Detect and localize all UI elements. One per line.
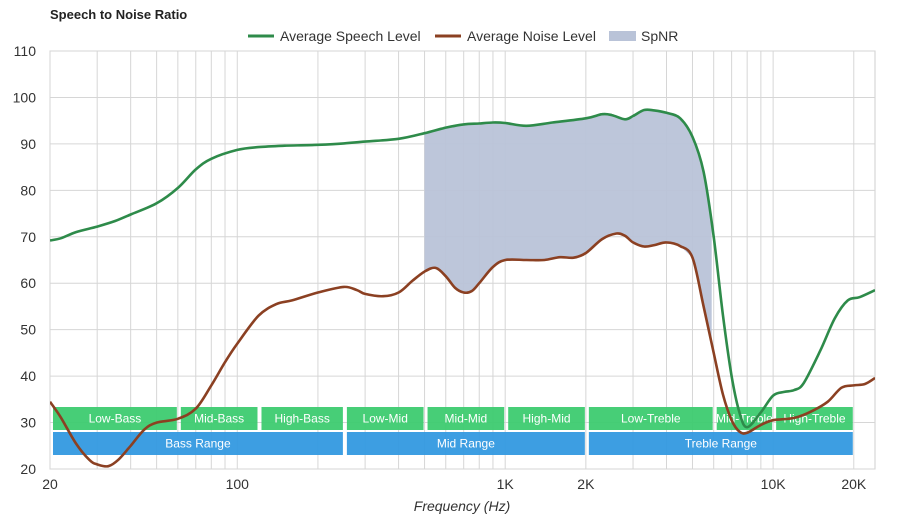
range-bass-range-label: Bass Range: [165, 437, 231, 451]
band-mid-mid-rect: [427, 407, 505, 430]
series-layer: [50, 108, 875, 468]
band-high-treble-rect: [776, 407, 853, 430]
x-tick-label: 20K: [841, 476, 867, 492]
chart-title: Speech to Noise Ratio: [50, 7, 187, 22]
range-bass-range-rect: [53, 432, 343, 455]
band-low-bass-label: Low-Bass: [89, 412, 142, 426]
range-treble-range-rect: [588, 432, 853, 455]
range-mid-range-label: Mid Range: [437, 437, 495, 451]
band-high-treble-label: High-Treble: [783, 412, 846, 426]
y-tick-label: 70: [20, 229, 36, 245]
x-tick-label: 20: [42, 476, 58, 492]
y-tick-label: 40: [20, 368, 36, 384]
x-axis-ticks: 20 100 1K 2K 10K 20K: [42, 476, 867, 492]
range-treble-range-label: Treble Range: [685, 437, 758, 451]
y-tick-label: 20: [20, 461, 36, 477]
x-axis-label: Frequency (Hz): [414, 498, 510, 514]
band-low-mid-label: Low-Mid: [363, 412, 408, 426]
range-mid-range-rect: [346, 432, 585, 455]
band-low-treble-rect: [588, 407, 713, 430]
legend-label: Average Noise Level: [467, 28, 596, 44]
y-tick-label: 100: [13, 89, 37, 105]
legend-label: SpNR: [641, 28, 678, 44]
band-mid-mid-label: Mid-Mid: [445, 412, 488, 426]
x-tick-label: 100: [226, 476, 250, 492]
y-tick-label: 30: [20, 415, 36, 431]
legend-swatch: [609, 31, 636, 41]
band-high-bass-rect: [261, 407, 343, 430]
band-high-mid-label: High-Mid: [523, 412, 571, 426]
band-high-bass-label: High-Bass: [275, 412, 330, 426]
series-line-average-noise-level: [50, 232, 875, 468]
spnr-area-layer: [424, 110, 712, 344]
frequency-bands: Low-Bass Mid-Bass High-Bass Low-Mid Mid-Mid H…: [53, 407, 853, 455]
band-mid-bass-label: Mid-Bass: [194, 412, 244, 426]
y-tick-label: 90: [20, 136, 36, 152]
band-low-mid-rect: [346, 407, 424, 430]
spnr-area: [424, 110, 712, 344]
band-low-bass-rect: [53, 407, 177, 430]
band-high-mid-rect: [508, 407, 585, 430]
band-low-treble-label: Low-Treble: [621, 412, 681, 426]
y-axis-ticks: 20 30 40 50 60 70 80 90 100 110: [13, 43, 37, 477]
y-tick-label: 110: [14, 43, 37, 59]
x-tick-label: 1K: [497, 476, 515, 492]
legend: Average Speech Level Average Noise Level S…: [248, 28, 678, 44]
legend-label: Average Speech Level: [280, 28, 421, 44]
band-mid-bass-rect: [180, 407, 258, 430]
y-tick-label: 80: [20, 182, 36, 198]
x-tick-label: 10K: [761, 476, 787, 492]
y-tick-label: 60: [20, 275, 36, 291]
series-line-average-speech-level: [50, 108, 875, 429]
y-tick-label: 50: [20, 322, 36, 338]
x-tick-label: 2K: [577, 476, 595, 492]
band-mid-treble-rect: [716, 407, 773, 430]
